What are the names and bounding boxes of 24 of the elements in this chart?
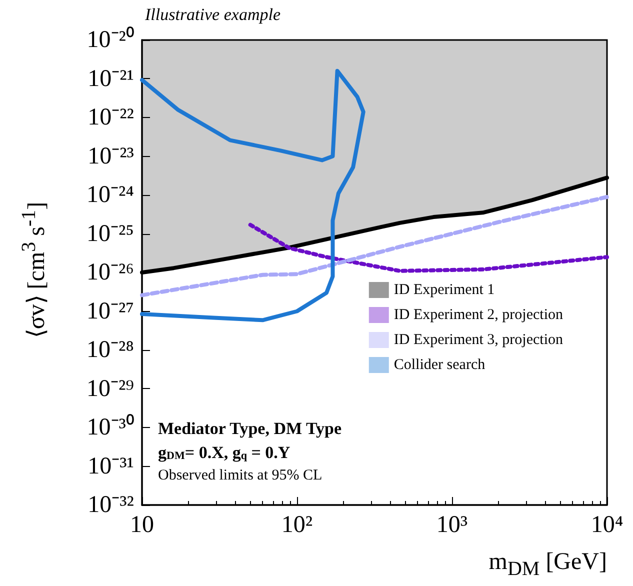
x-tick-label: 10³ [436,512,468,538]
legend-label: ID Experiment 2, projection [394,307,564,323]
y-tick-label: 10⁻²⁰ [86,26,134,53]
y-tick-label: 10⁻³⁰ [86,414,134,440]
annotation: Observed limits at 95% CL [158,468,322,484]
x-tick-label: 10² [281,512,313,538]
y-tick-label: 10⁻²⁸ [86,337,134,363]
y-tick-label: 10⁻²⁶ [86,260,134,286]
legend-label: ID Experiment 3, projection [394,332,564,348]
y-tick-label: 10⁻²¹ [88,66,134,92]
y-tick-label: 10⁻²⁷ [86,298,134,324]
legend-label: ID Experiment 1 [394,282,495,298]
x-tick-label: 10⁴ [590,512,624,538]
legend-label: Collider search [394,357,486,373]
annotation: Mediator Type, DM Type [158,419,342,438]
y-tick-label: 10⁻²² [88,104,134,130]
y-tick-label: 10⁻²⁹ [86,376,134,402]
y-tick-label: 10⁻²³ [88,143,134,170]
y-tick-label: 10⁻²⁵ [86,220,134,247]
y-tick-label: 10⁻³¹ [88,453,134,480]
y-tick-label: 10⁻²⁴ [86,182,134,208]
text: Illustrative example [144,5,281,24]
x-axis-title: m$_{DM}$ [GeV] [488,548,607,582]
annotation: gDM= 0.X, gq = 0.Y [158,443,290,462]
